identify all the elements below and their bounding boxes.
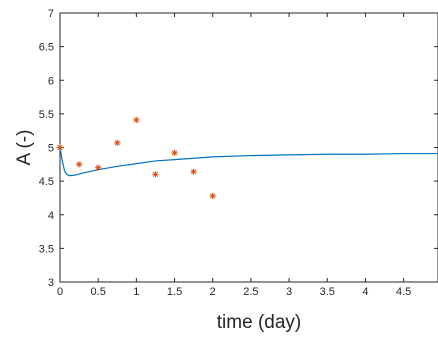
data-point <box>190 168 197 175</box>
data-point <box>171 149 178 157</box>
series-layer <box>56 116 438 200</box>
x-tick-label: 3.5 <box>320 286 335 298</box>
y-tick-label: 4.5 <box>39 176 54 188</box>
model-curve <box>59 147 438 177</box>
x-axis-title: time (day) <box>217 312 301 333</box>
data-point <box>56 144 64 151</box>
plot-area <box>59 12 438 283</box>
y-tick-label: 6.5 <box>39 42 54 54</box>
x-tick-label: 1.5 <box>167 286 182 298</box>
data-point <box>133 116 140 124</box>
x-tick-label: 4.5 <box>396 286 411 298</box>
data-point <box>152 171 159 178</box>
y-tick-label: 7 <box>48 8 54 20</box>
y-tick-label: 3 <box>48 277 54 289</box>
data-point <box>114 139 121 146</box>
data-point <box>75 161 83 168</box>
x-tick-label: 1 <box>133 286 139 298</box>
x-tick-label: 0 <box>57 286 63 298</box>
y-axis-title: A (-) <box>14 130 35 166</box>
y-tick-label: 5 <box>48 143 54 155</box>
x-tick-label: 0.5 <box>91 286 106 298</box>
data-point <box>209 192 216 200</box>
x-tick-label: 3 <box>286 286 292 298</box>
x-tick-label: 2 <box>210 286 216 298</box>
y-tick-label: 3.5 <box>39 243 54 255</box>
y-tick-label: 4 <box>48 210 54 222</box>
x-tick-label: 4 <box>362 286 368 298</box>
x-tick-label: 2.5 <box>243 286 258 298</box>
axes-box <box>59 12 438 283</box>
data-point <box>94 164 102 171</box>
y-tick-label: 5.5 <box>39 109 54 121</box>
ticks: 0 0.5 1 1.5 2 2.5 3 3.5 4 4.5 3 3.5 4 4.5 5 5.5 6 6.5 7 <box>39 8 438 298</box>
y-tick-label: 6 <box>48 75 54 87</box>
